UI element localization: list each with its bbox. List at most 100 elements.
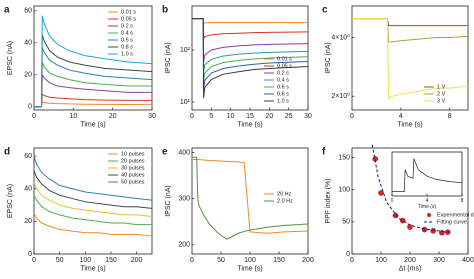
legend-label: 0.01 s [277,56,292,62]
x-tick-label: 200 [302,257,314,264]
data-line [371,144,451,233]
y-tick-label: 150 [338,154,350,161]
x-tick-label: 100 [79,257,91,264]
x-tick-label: 0 [350,257,354,264]
legend-label: 1.0 s [121,51,133,57]
x-tick-label: 8 [448,113,452,120]
x-tick-label: 50 [217,257,225,264]
x-tick-label: 50 [56,257,64,264]
y-tick-label: 60 [24,8,32,15]
legend-label: Experimental data [437,212,474,218]
x-tick-label: 300 [433,257,445,264]
x-axis-label: Time (s) [80,266,105,273]
x-tick-label: 25 [285,113,293,120]
y-tick-label: 0 [28,251,32,258]
legend-label: 20 pulses [121,158,145,164]
y-axis-label: PPF index (%) [325,178,332,223]
x-tick-label: 200 [404,257,416,264]
x-tick-label: 150 [105,257,117,264]
panel-label: d [4,147,10,158]
data-line [33,170,153,209]
x-tick-label: 8 [461,198,464,204]
x-axis-label: Time (s) [80,122,105,129]
legend-label: 0.8 s [277,91,289,97]
panel-label: e [162,147,168,158]
panel-label: b [162,5,168,16]
plot-frame [391,151,463,197]
y-axis-label: EPSC (nA) [7,184,14,218]
legend-label: 20 Hz [277,191,292,197]
legend-label: 0.6 s [121,37,133,43]
legend-label: 0.6 s [277,84,289,90]
data-line [392,158,463,192]
x-tick-label: 20 [109,113,117,120]
legend-label: 2 V [437,91,446,97]
y-axis-label: IPSC (nA) [325,42,332,74]
x-tick-label: 30 [304,113,312,120]
panel-label: a [4,5,10,16]
legend-label: 0.2 s [277,70,289,76]
x-tick-label: 15 [246,113,254,120]
legend-label: 0.4 s [121,30,133,36]
y-tick-label: 40 [24,186,32,193]
x-tick-label: 20 [265,113,273,120]
data-line [192,18,309,98]
legend-label: 0.05 s [277,63,292,69]
x-tick-label: 0 [190,257,194,264]
data-point [378,190,384,196]
x-tick-label: 30 [148,113,156,120]
y-tick-label: 60 [24,153,32,160]
x-tick-label: 0 [32,257,36,264]
x-axis-label: Time (s) [237,122,262,129]
plot-frame [33,147,153,255]
x-tick-label: 0 [391,198,394,204]
x-axis-label: Time (s) [237,266,262,273]
y-axis-label: IPSC (nA) [165,42,172,74]
x-tick-label: 4 [426,198,429,204]
x-tick-label: 200 [131,257,143,264]
panel-label: c [322,5,328,16]
x-tick-label: 10 [69,113,77,120]
data-line [33,195,152,226]
legend-marker [427,213,431,217]
x-tick-label: 400 [462,257,474,264]
legend-label: 30 pulses [121,165,145,171]
data-line [33,182,153,217]
x-axis-label: Time (s) [418,204,436,210]
y-tick-label: 40 [24,40,32,47]
y-tick-label: 10² [180,47,191,54]
x-tick-label: 0 [32,113,36,120]
data-line [192,159,309,234]
x-tick-label: 4 [399,113,403,120]
x-axis-label: Δt (ms) [399,266,422,273]
y-tick-label: 20 [24,218,32,225]
x-tick-label: 100 [375,257,387,264]
data-line [352,18,469,100]
y-tick-label: 10¹ [180,99,191,106]
y-tick-label: 50 [342,219,350,226]
y-tick-label: 0 [28,104,32,111]
x-tick-label: 100 [244,257,256,264]
data-line [33,212,153,237]
legend-label: 40 pulses [121,172,145,178]
legend-label: 10 pulses [121,151,145,157]
panel-label: f [322,147,326,158]
data-point [407,224,413,230]
legend-label: 0.2 s [121,23,133,29]
y-axis-label: IPSC (nA) [165,185,172,217]
y-tick-label: 100 [338,187,350,194]
legend-label: 0.05 s [121,16,136,22]
plot-frame [191,147,309,255]
y-tick-label: 300 [178,196,190,203]
legend-label: 1 V [437,84,446,90]
legend-label: 3 V [437,98,446,104]
x-tick-label: 0 [350,113,354,120]
legend-label: 50 pulses [121,179,145,185]
x-tick-label: 10 [227,113,235,120]
data-point [392,212,399,219]
y-tick-label: 4×10⁰ [331,33,350,41]
legend-label: 0.8 s [121,44,133,50]
legend-label: 0.4 s [277,77,289,83]
